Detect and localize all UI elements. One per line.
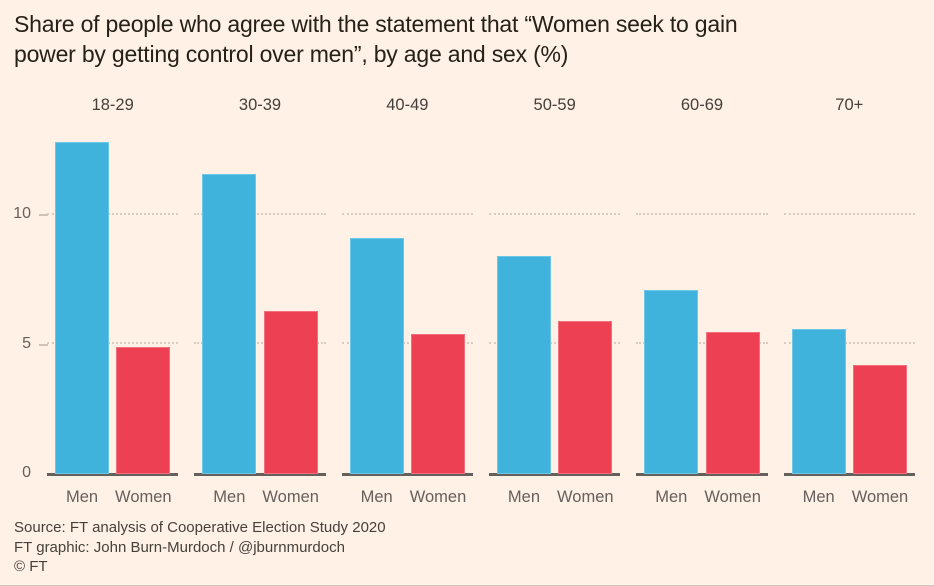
bar-men-40-49 [349,238,404,474]
gridline-10 [636,213,768,215]
gridline-5 [194,342,326,344]
facet-age-label: 60-69 [680,96,724,114]
x-label-women-30-39: Women [262,488,319,506]
facet-age-label: 40-49 [386,96,429,114]
gridline-5 [636,342,768,344]
bar-women-30-39 [263,311,318,474]
x-label-women-70+: Women [851,488,909,506]
bar-men-18-29 [55,142,109,474]
y-axis: 0 5 10 [0,120,48,481]
credit-note: FT graphic: John Burn-Murdoch / @jburnmu… [14,538,345,556]
x-label-men-30-39: Men [213,488,246,506]
source-note: Source: FT analysis of Cooperative Elect… [14,519,386,536]
bar-men-60-69 [644,290,699,474]
bar-women-18-29 [116,347,171,474]
facet-age-label: 18-29 [91,96,134,114]
facet-40-49: 40-49 Men Women [341,96,474,506]
copyright-note: © FT [14,558,48,575]
x-label-women-40-49: Women [409,488,467,506]
bar-women-70+ [852,365,907,474]
bar-women-50-59 [558,321,613,474]
bar-women-40-49 [410,334,465,474]
x-label-women-50-59: Women [557,488,614,506]
bar-men-30-39 [202,174,257,474]
gridline-5 [488,342,621,344]
x-label-men-40-49: Men [360,488,393,506]
facet-50-59: 50-59 Men Women [488,96,621,506]
x-label-women-60-69: Women [704,488,761,506]
facet-age-label: 70+ [835,96,864,114]
facets-container: 18-29 Men Women 30-39 Men Women 40-49 Men Women 5… [47,96,916,506]
x-label-men-18-29: Men [65,488,99,506]
bar-men-50-59 [496,256,551,474]
gridline-10 [47,213,179,215]
facet-age-label: 30-39 [238,96,282,114]
gridline-5 [341,342,473,344]
facet-18-29: 18-29 Men Women [47,96,179,506]
chart-footer: Source: FT analysis of Cooperative Elect… [14,518,386,577]
gridline-10 [488,213,621,215]
bar-men-70+ [791,329,846,474]
facet-age-label: 50-59 [533,96,576,114]
facet-30-39: 30-39 Men Women [194,96,326,506]
facet-70+: 70+ Men Women [783,96,916,506]
gridline-10 [341,213,473,215]
y-tick-label-10: 10 [13,205,31,222]
x-label-men-60-69: Men [655,488,688,506]
x-label-women-18-29: Women [115,488,172,506]
plot-area: 0 5 10 18-29 Men Women 30-39 Men Women 40-49 Men W… [0,96,934,506]
gridline-5 [47,342,179,344]
y-tick-mark-10 [39,214,48,216]
x-label-men-50-59: Men [507,488,541,506]
gridline-10 [194,213,326,215]
x-label-men-70+: Men [802,488,835,506]
gridline-5 [783,342,915,344]
y-tick-label-5: 5 [22,334,31,352]
chart-title: Share of people who agree with the state… [14,11,738,67]
y-tick-mark-5 [39,343,48,346]
bar-women-60-69 [705,332,760,474]
facet-60-69: 60-69 Men Women [636,96,768,506]
gridline-10 [783,213,915,215]
y-tick-label-0: 0 [22,464,31,481]
